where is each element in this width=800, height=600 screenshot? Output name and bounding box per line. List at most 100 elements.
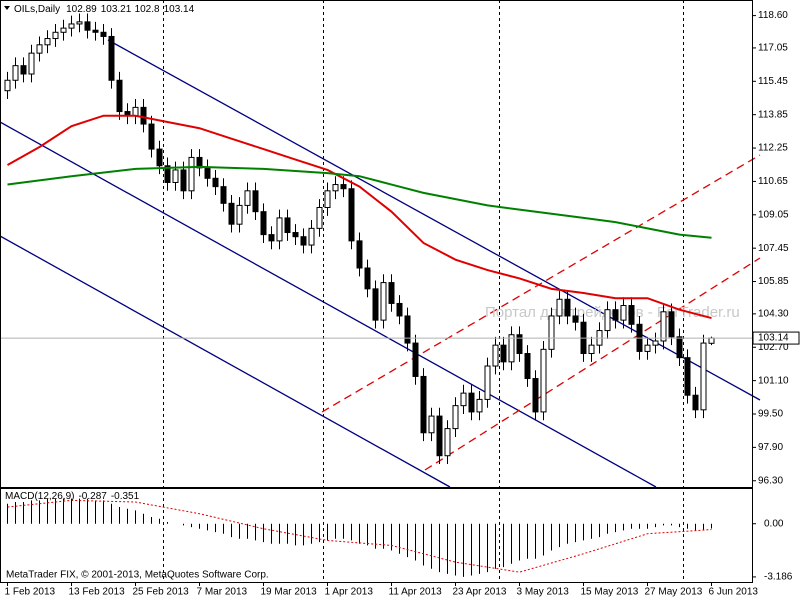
macd-panel-frame bbox=[0, 488, 753, 583]
y-tick-label: 112.25 bbox=[758, 143, 788, 154]
candle-body bbox=[444, 428, 451, 457]
candle-body bbox=[476, 398, 483, 413]
candle-body bbox=[524, 353, 531, 380]
candle-body bbox=[340, 184, 347, 190]
candle-body bbox=[172, 169, 179, 183]
candle-body bbox=[588, 344, 595, 355]
candle-body bbox=[628, 305, 635, 325]
moving-average bbox=[7, 165, 712, 239]
candle-body bbox=[428, 415, 435, 434]
y-tick-label: 96.30 bbox=[758, 475, 783, 486]
y-tick-label: 104.30 bbox=[758, 309, 789, 320]
candle-body bbox=[108, 35, 115, 81]
candle-body bbox=[188, 156, 195, 192]
candle-body bbox=[364, 267, 371, 290]
candle-body bbox=[572, 315, 579, 323]
y-tick-label: -3.186 bbox=[764, 572, 793, 583]
x-tick-label: 25 Feb 2013 bbox=[133, 587, 190, 598]
candle-body bbox=[84, 21, 91, 31]
candle-body bbox=[148, 123, 155, 150]
candle-body bbox=[708, 337, 715, 344]
candle-body bbox=[308, 227, 315, 246]
candle-body bbox=[644, 344, 651, 352]
last-open: 102.89 bbox=[66, 4, 97, 15]
x-tick-label: 15 May 2013 bbox=[581, 587, 639, 598]
candle-body bbox=[676, 336, 683, 359]
dropdown-icon bbox=[4, 6, 10, 10]
candle-body bbox=[284, 217, 291, 234]
macd-last: -0.287 bbox=[78, 491, 107, 502]
candle-body bbox=[532, 378, 539, 413]
candle-body bbox=[604, 309, 611, 332]
y-tick-label: 99.50 bbox=[758, 409, 783, 420]
candle-body bbox=[612, 309, 619, 321]
current-price-label: 103.14 bbox=[758, 333, 789, 344]
y-tick-label: 110.65 bbox=[758, 176, 788, 187]
candle-body bbox=[292, 232, 299, 238]
candle-body bbox=[452, 405, 459, 430]
candle-body bbox=[684, 357, 691, 396]
candle-body bbox=[212, 177, 219, 188]
candle-body bbox=[60, 27, 67, 33]
macd-header: MACD(12,26,9) -0.287 -0.351 bbox=[5, 491, 140, 502]
candle-body bbox=[412, 342, 419, 377]
candle-body bbox=[484, 365, 491, 400]
x-tick-label: 11 Apr 2013 bbox=[389, 587, 443, 598]
candle-body bbox=[652, 340, 659, 346]
y-tick-label: 117.05 bbox=[758, 43, 788, 54]
current-price-box bbox=[752, 331, 800, 345]
candle-body bbox=[404, 315, 411, 344]
candle-body bbox=[20, 65, 27, 75]
y-tick-label: 0.00 bbox=[764, 518, 784, 529]
candle-body bbox=[196, 156, 203, 169]
y-tick-label: 102.70 bbox=[758, 342, 789, 353]
signal-last: -0.351 bbox=[111, 491, 140, 502]
candle-body bbox=[276, 217, 283, 242]
y-tick-label: 101.10 bbox=[758, 375, 789, 386]
candle-body bbox=[348, 188, 355, 242]
candle-body bbox=[692, 394, 699, 411]
y-tick-label: 118.60 bbox=[758, 10, 788, 21]
candle-body bbox=[244, 190, 251, 206]
period-separators bbox=[163, 0, 684, 582]
x-tick-label: 13 Feb 2013 bbox=[69, 587, 126, 598]
x-tick-label: 7 Mar 2013 bbox=[197, 587, 248, 598]
candle-body bbox=[332, 184, 339, 192]
plot bbox=[0, 13, 752, 577]
candle-body bbox=[556, 298, 563, 317]
y-tick-label: 109.05 bbox=[758, 209, 789, 220]
candle-body bbox=[268, 234, 275, 242]
chart-header: OILs,Daily 102.89 103.21 102.8 103.14 bbox=[14, 4, 195, 15]
y-tick-label: 105.85 bbox=[758, 276, 789, 287]
candle-body bbox=[116, 79, 123, 113]
moving-average bbox=[7, 114, 712, 320]
candle-body bbox=[516, 334, 523, 355]
candle-body bbox=[156, 148, 163, 167]
candle-body bbox=[300, 236, 307, 246]
candle-body bbox=[660, 311, 667, 342]
copyright: MetaTrader FIX, © 2001-2013, MetaQuotes … bbox=[6, 570, 269, 581]
candle-body bbox=[500, 344, 507, 363]
candle-body bbox=[564, 298, 571, 317]
last-high: 103.21 bbox=[101, 4, 132, 15]
candle-body bbox=[620, 305, 627, 321]
y-tick-label: 97.90 bbox=[758, 442, 783, 453]
candle-body bbox=[436, 415, 443, 457]
last-low: 102.8 bbox=[135, 4, 160, 15]
candle-body bbox=[4, 79, 11, 92]
candle-body bbox=[260, 211, 267, 236]
candle-body bbox=[460, 392, 467, 407]
candle-body bbox=[492, 344, 499, 367]
candle-body bbox=[420, 375, 427, 434]
candle-body bbox=[204, 167, 211, 179]
candle-body bbox=[388, 282, 395, 304]
candle-body bbox=[540, 348, 547, 413]
macd-name: MACD(12,26,9) bbox=[5, 491, 74, 502]
candle-body bbox=[700, 342, 707, 411]
symbol: OILs,Daily bbox=[14, 4, 60, 15]
x-tick-label: 1 Apr 2013 bbox=[325, 587, 374, 598]
candle-body bbox=[468, 392, 475, 413]
y-tick-label: 107.45 bbox=[758, 243, 789, 254]
x-tick-label: 6 Jun 2013 bbox=[709, 587, 759, 598]
macd-signal bbox=[7, 499, 712, 573]
